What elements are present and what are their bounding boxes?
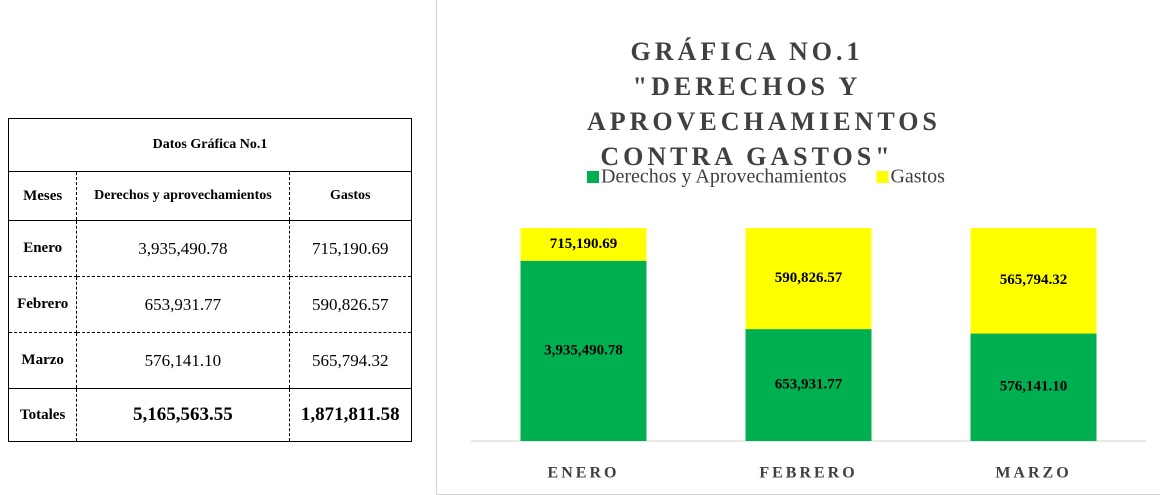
bar-segment <box>745 329 872 441</box>
bar-segment <box>970 333 1097 441</box>
bar-segment <box>520 228 647 261</box>
data-label: 3,935,490.78 <box>544 342 623 358</box>
table-row: Febrero 653,931.77 590,826.57 <box>7 276 412 333</box>
chart-title: GRÁFICA NO.1 "DERECHOS Y APROVECHAMIENTO… <box>587 37 941 171</box>
table-row: Enero 3,935,490.78 715,190.69 <box>7 220 412 277</box>
chart-svg: Derechos y Aprovechamientos Gastos 3,935,4… <box>471 166 1146 482</box>
cell: 653,931.77 <box>76 276 290 333</box>
cell: 590,826.57 <box>288 276 412 333</box>
data-label: 653,931.77 <box>775 376 843 392</box>
totals-row: Totales 5,165,563.55 1,871,811.58 <box>7 388 412 442</box>
x-tick-label: FEBRERO <box>759 465 857 482</box>
data-label: 715,190.69 <box>550 236 618 252</box>
cell: Enero <box>7 220 78 277</box>
cell: 576,141.10 <box>76 332 290 389</box>
total-cell: Totales <box>7 388 78 442</box>
legend-swatch <box>876 171 889 183</box>
chart: GRÁFICA NO.1 "DERECHOS Y APROVECHAMIENTO… <box>436 0 1160 495</box>
legend-label: Gastos <box>890 166 945 188</box>
bar-segment <box>520 260 647 441</box>
cell: Febrero <box>7 276 78 333</box>
bar-segment <box>970 228 1097 334</box>
table-row: Marzo 576,141.10 565,794.32 <box>7 332 412 389</box>
data-label: 576,141.10 <box>1000 379 1068 395</box>
table-title: Datos Gráfica No.1 <box>8 118 412 172</box>
x-tick-label: MARZO <box>995 465 1071 482</box>
header-cell: Gastos <box>288 171 412 221</box>
data-label: 590,826.57 <box>775 270 843 286</box>
cell: 715,190.69 <box>288 220 412 277</box>
data-label: 565,794.32 <box>1000 272 1068 288</box>
bar-segment <box>745 228 872 330</box>
total-cell: 1,871,811.58 <box>288 388 412 442</box>
total-cell: 5,165,563.55 <box>76 388 290 442</box>
legend-swatch <box>587 171 599 183</box>
x-tick-label: ENERO <box>548 465 620 482</box>
cell: Marzo <box>7 332 78 389</box>
header-cell: Derechos y aprovechamientos <box>76 171 290 221</box>
cell: 565,794.32 <box>288 332 412 389</box>
data-table: Datos Gráfica No.1 Meses Derechos y aprov… <box>7 118 412 442</box>
legend-label: Derechos y Aprovechamientos <box>601 166 847 188</box>
header-row: Meses Derechos y aprovechamientos Gastos <box>7 171 412 221</box>
cell: 3,935,490.78 <box>76 220 290 277</box>
header-cell: Meses <box>7 171 78 221</box>
